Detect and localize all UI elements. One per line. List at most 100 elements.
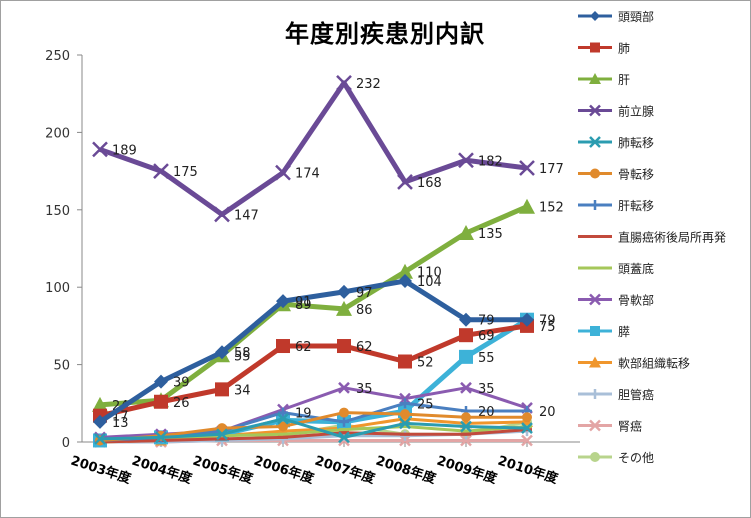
legend-label: 頭頸部	[618, 9, 654, 24]
data-point	[275, 164, 291, 181]
y-tick-label: 150	[45, 204, 70, 219]
series-line	[99, 323, 528, 419]
data-label: 152	[539, 201, 564, 216]
y-tick-label: 250	[45, 49, 70, 64]
legend-marker	[589, 356, 601, 368]
series-4: 189 175 147 174 232 168 182 177	[92, 74, 564, 223]
series-line	[99, 425, 528, 444]
legend-item: 頭頸部	[578, 9, 654, 24]
legend-item: 胆管癌	[578, 387, 654, 402]
data-label: 25	[417, 397, 434, 412]
data-point	[154, 374, 168, 389]
data-point	[338, 381, 350, 394]
series-5	[94, 412, 533, 445]
data-label: 232	[356, 77, 381, 92]
data-point	[461, 412, 471, 423]
data-point	[458, 225, 474, 241]
data-point	[460, 381, 472, 394]
data-label: 35	[478, 382, 495, 397]
legend-marker	[589, 419, 601, 432]
legend-label: 膵	[618, 325, 630, 339]
data-point	[460, 434, 472, 447]
data-point	[399, 417, 411, 430]
data-label: 182	[478, 154, 503, 169]
data-label: 104	[417, 275, 442, 290]
x-tick-label: 2005年度	[191, 453, 256, 488]
legend-marker	[589, 293, 601, 306]
data-point	[521, 434, 533, 447]
data-point	[398, 274, 412, 289]
data-point	[94, 433, 106, 445]
data-label: 174	[295, 167, 320, 182]
legend-marker	[589, 136, 601, 148]
x-tick-label: 2008年度	[374, 453, 439, 488]
legend-marker	[590, 200, 600, 210]
data-point	[459, 349, 473, 364]
data-point	[278, 407, 288, 418]
legend-label: 頭蓋底	[618, 261, 654, 276]
data-label: 34	[234, 383, 251, 398]
legend-label: 骨軟部	[618, 293, 654, 308]
x-tick-label: 2006年度	[252, 453, 317, 488]
data-label: 147	[234, 208, 259, 223]
series-line	[99, 411, 527, 442]
data-point	[153, 163, 169, 179]
data-point	[400, 409, 410, 420]
data-label: 58	[234, 346, 251, 361]
legend-marker	[590, 168, 600, 179]
data-point	[459, 328, 473, 343]
data-label: 39	[173, 376, 190, 391]
legend: 頭頸部肺肝前立腺肺転移骨転移肝転移直腸癌術後局所再発頭蓋底骨軟部膵軟部組織転移胆…	[578, 9, 726, 465]
data-point	[520, 312, 534, 327]
data-point	[215, 382, 229, 397]
x-tick-label: 2007年度	[313, 453, 378, 488]
data-label: 55	[234, 349, 251, 364]
data-label: 91	[295, 295, 312, 310]
legend-label: 肝	[618, 73, 630, 87]
data-label: 189	[112, 143, 137, 158]
legend-item: 肝	[578, 73, 630, 87]
data-point	[338, 431, 350, 444]
series-line	[99, 204, 528, 408]
x-tick-label: 2009年度	[435, 453, 500, 488]
data-label: 110	[417, 266, 442, 281]
legend-item: 肺	[578, 42, 630, 56]
data-point	[460, 420, 472, 433]
data-label: 168	[417, 176, 442, 191]
data-point	[459, 312, 473, 327]
legend-marker	[590, 326, 600, 336]
series-line	[99, 428, 528, 444]
legend-label: 肺	[618, 42, 630, 56]
legend-label: 軟部組織転移	[618, 356, 690, 371]
legend-item: 腎癌	[578, 419, 642, 434]
data-point	[336, 74, 352, 91]
data-point	[522, 412, 532, 423]
data-label: 62	[356, 340, 373, 355]
legend-item: 骨軟部	[578, 293, 654, 308]
series-line	[98, 278, 527, 424]
legend-marker	[589, 73, 601, 84]
y-tick-label: 200	[45, 126, 70, 141]
data-label: 97	[356, 286, 373, 301]
data-point	[400, 430, 410, 441]
legend-marker	[590, 389, 600, 399]
legend-item: 前立腺	[578, 104, 654, 119]
data-point	[154, 394, 168, 409]
y-tick-label: 50	[53, 359, 70, 374]
data-point	[397, 174, 413, 190]
legend-label: その他	[618, 451, 654, 465]
data-point	[519, 198, 535, 214]
data-label: 52	[417, 356, 434, 371]
series-1: 13 39 58 91 97 104 79 79	[93, 274, 556, 431]
legend-label: 肝転移	[618, 199, 654, 213]
data-point	[93, 414, 107, 429]
data-label: 55	[478, 351, 495, 366]
legend-item: 頭蓋底	[578, 261, 654, 276]
data-point	[398, 354, 412, 369]
x-tick-label: 2004年度	[130, 453, 195, 488]
data-point	[458, 152, 474, 169]
data-point	[339, 416, 349, 427]
